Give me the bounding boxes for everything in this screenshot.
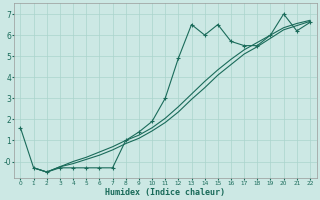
X-axis label: Humidex (Indice chaleur): Humidex (Indice chaleur) xyxy=(105,188,225,197)
